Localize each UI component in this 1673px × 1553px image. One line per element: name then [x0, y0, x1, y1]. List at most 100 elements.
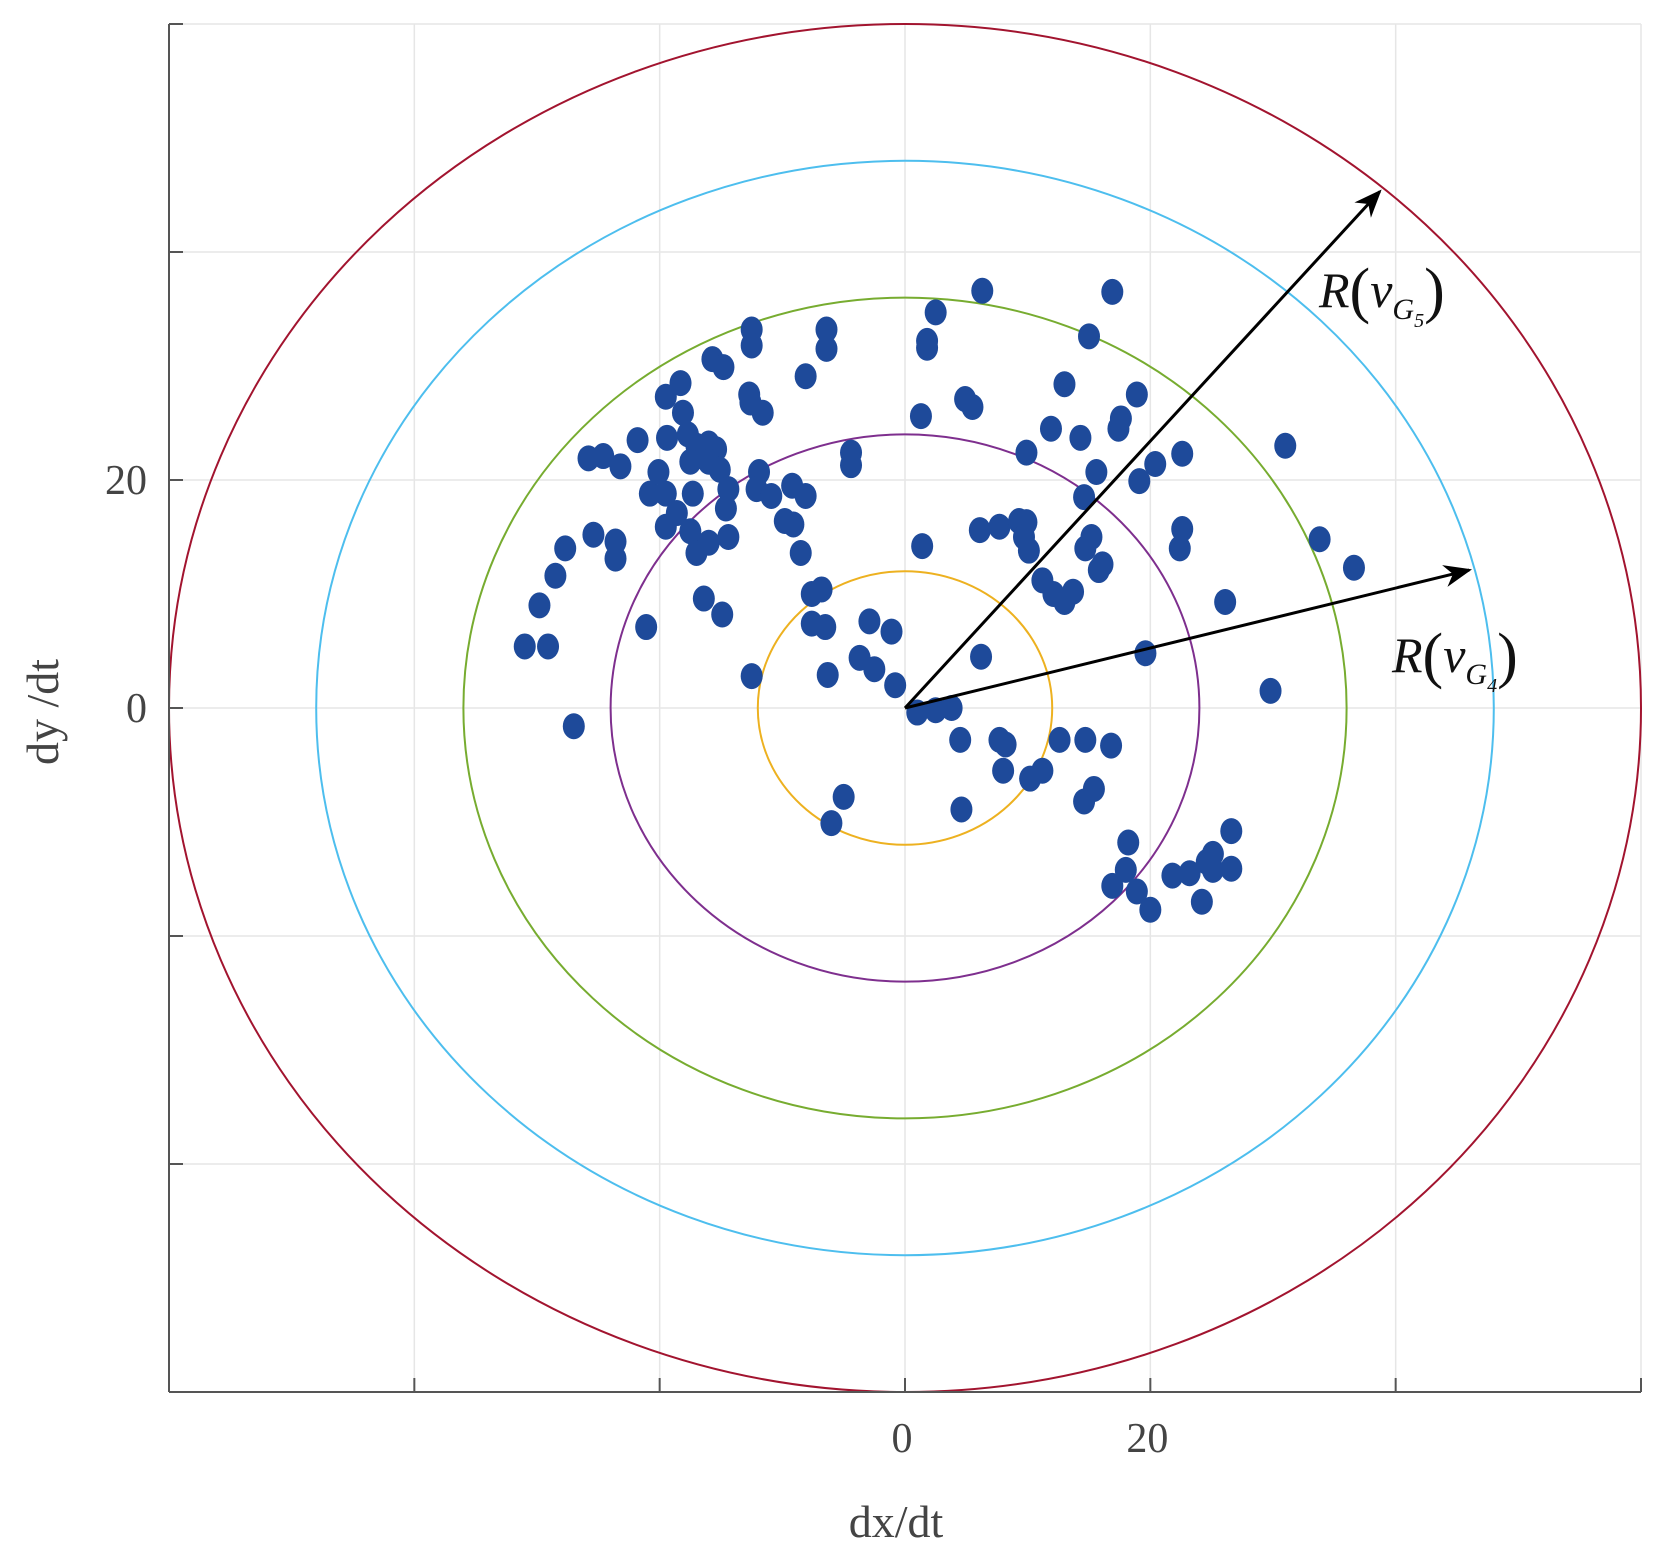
data-point [815, 316, 838, 343]
data-points [513, 277, 1365, 923]
data-point [537, 633, 560, 660]
data-point [604, 545, 627, 572]
data-point [1161, 862, 1184, 889]
data-point [1220, 855, 1243, 882]
data-point [1308, 526, 1331, 553]
data-point [880, 618, 903, 645]
data-point [968, 517, 991, 544]
data-point [789, 539, 812, 566]
arrow-RG5 [903, 189, 1382, 710]
data-point [1274, 432, 1297, 459]
circle-r36 [462, 296, 1348, 1120]
x-tick-label: 20 [1126, 1416, 1168, 1462]
data-point [961, 394, 984, 421]
data-point [654, 383, 677, 410]
data-point [681, 480, 704, 507]
data-point [949, 726, 972, 753]
arrow-RG4 [904, 565, 1472, 710]
label-index: 4 [1487, 675, 1497, 697]
label-paren: ( [1350, 257, 1371, 325]
data-point [1114, 856, 1137, 883]
data-point [592, 443, 615, 470]
data-point [1053, 371, 1076, 398]
data-point [1201, 856, 1224, 883]
data-point [562, 713, 585, 740]
data-point [1100, 732, 1123, 759]
data-point [1091, 551, 1114, 578]
arrow-label: R(vG4) [1391, 622, 1518, 697]
data-point [1078, 323, 1100, 350]
data-point [810, 576, 833, 603]
data-point [992, 757, 1015, 784]
data-point [1069, 424, 1092, 451]
data-point [911, 533, 934, 560]
data-point [1342, 554, 1365, 581]
circle-r48 [315, 159, 1495, 1257]
data-point [1031, 757, 1054, 784]
data-point [626, 427, 649, 454]
x-tick-label: 0 [892, 1416, 913, 1462]
y-tick-label: 0 [126, 686, 147, 732]
data-point [679, 448, 702, 475]
label-arg: v [1443, 627, 1466, 683]
data-point [924, 697, 947, 724]
data-point [638, 480, 661, 507]
data-point [1178, 860, 1201, 887]
data-point [884, 672, 907, 699]
data-point [1128, 468, 1151, 495]
data-point [970, 643, 993, 670]
data-point [635, 614, 658, 641]
data-point [528, 592, 551, 619]
data-point [739, 389, 762, 416]
data-point [832, 783, 855, 810]
x-axis-label: dx/dt [849, 1496, 944, 1547]
y-tick-label: 20 [105, 458, 147, 504]
data-point [1214, 588, 1237, 615]
data-point [1062, 578, 1085, 605]
data-point [647, 459, 670, 486]
data-point [669, 370, 692, 397]
arrow-label: R(vG5) [1318, 257, 1445, 332]
data-point [679, 518, 702, 545]
arrows: R(vG5) R(vG4) [903, 189, 1518, 710]
data-point [782, 511, 805, 538]
label-index: 5 [1414, 310, 1424, 332]
circle-r24 [609, 433, 1201, 983]
data-point [816, 661, 839, 688]
data-point [717, 524, 740, 550]
data-point [665, 500, 688, 527]
label-sub: G [1465, 658, 1487, 691]
data-point [858, 608, 881, 635]
data-point [1109, 405, 1132, 432]
data-point [1139, 896, 1162, 923]
data-point [971, 277, 994, 304]
data-point [554, 535, 577, 562]
data-point [654, 480, 677, 507]
data-point [1259, 677, 1282, 704]
data-point [815, 335, 838, 362]
data-point [916, 334, 939, 361]
label-sub: G [1392, 293, 1414, 326]
label-paren: ) [1424, 257, 1445, 325]
data-point [863, 656, 886, 683]
data-point [1101, 872, 1124, 899]
data-point [1017, 537, 1040, 564]
data-point [1073, 484, 1096, 511]
data-point [1168, 535, 1191, 562]
data-point [582, 521, 605, 548]
data-point [609, 453, 632, 480]
data-point [1048, 726, 1071, 753]
data-point [708, 456, 731, 483]
data-point [1080, 524, 1103, 550]
label-paren: ) [1497, 622, 1518, 690]
data-point [940, 695, 963, 721]
data-point [924, 299, 947, 326]
y-axis-label: dy /dt [17, 659, 68, 765]
data-point [1134, 640, 1157, 667]
data-point [697, 529, 720, 556]
label-paren: ( [1423, 622, 1444, 690]
data-point [1085, 459, 1108, 486]
data-point [794, 363, 817, 390]
data-point [1125, 381, 1148, 408]
data-point [840, 452, 863, 479]
